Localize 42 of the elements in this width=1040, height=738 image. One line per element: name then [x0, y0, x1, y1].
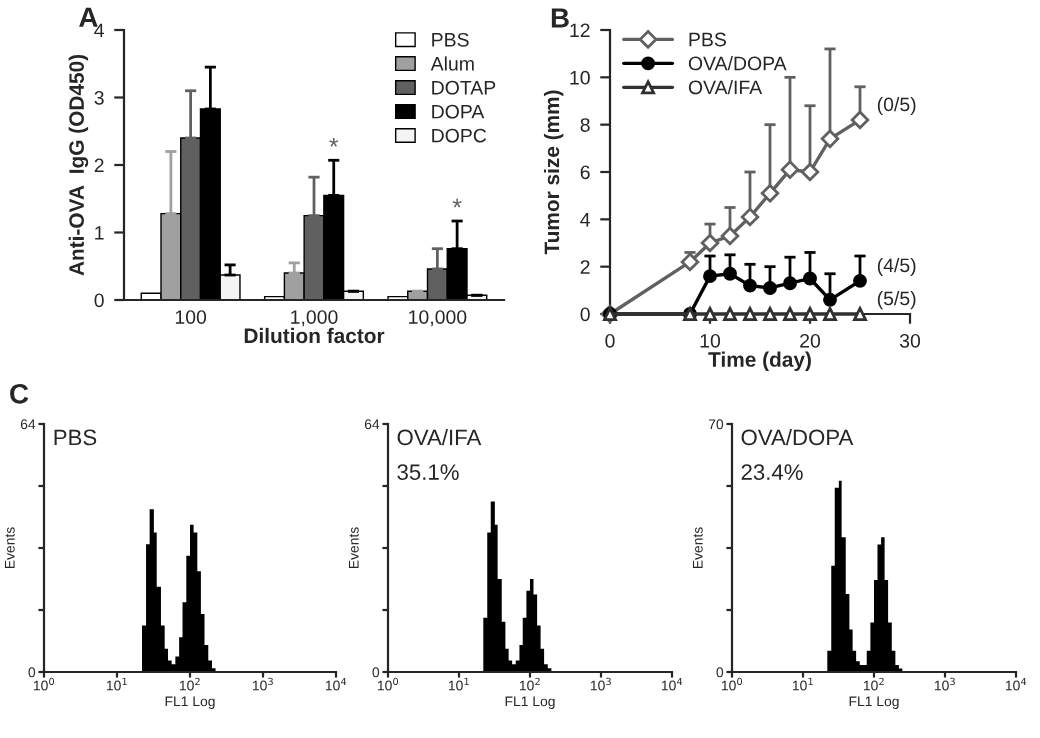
y-tick-label: 1: [95, 226, 104, 240]
y-tick-label: 3: [94, 90, 104, 105]
x-axis-title: Dilution factor: [244, 327, 385, 344]
y-tick-label: 0: [94, 293, 104, 308]
x-tick-label: 20: [800, 333, 821, 348]
legend-label: DOPC: [432, 128, 487, 143]
y-tick-label: 2: [580, 260, 590, 274]
x-tick-label: 1,000: [291, 310, 338, 327]
legend-label: Alum: [430, 56, 474, 71]
annotation: 23.4%: [741, 464, 803, 480]
chart-title: B: [551, 8, 569, 28]
x-axis-title: Time (day): [708, 351, 811, 371]
y-axis-title: Anti-OVA IgG (OD450): [68, 54, 89, 276]
legend-label: OVA/DOPA: [688, 56, 787, 71]
y-axis-title: Tumor size (mm): [543, 90, 564, 255]
legend-label: PBS: [689, 32, 726, 47]
chart-title: OVA/DOPA: [741, 428, 854, 446]
chart-title: OVA/IFA: [397, 428, 482, 446]
x-tick-label: 100: [175, 310, 207, 324]
annotation: *: [452, 198, 462, 208]
legend-label: DOPA: [432, 104, 485, 119]
text: C: [10, 383, 29, 404]
y-tick-label: 12: [570, 23, 590, 38]
y-tick-label: 4: [94, 23, 104, 38]
x-tick-label: 0: [605, 333, 615, 348]
annotation: 35.1%: [397, 464, 459, 480]
x-tick-label: 10,000: [409, 310, 467, 327]
chart-title: A: [79, 7, 98, 27]
annotation: *: [329, 137, 339, 147]
chart-title: PBS: [54, 429, 97, 446]
annotation: (5/5): [877, 291, 916, 310]
y-tick-label: 10: [570, 70, 590, 85]
legend-label: PBS: [432, 32, 469, 47]
y-tick-label: 6: [580, 165, 590, 180]
legend-label: DOTAP: [432, 80, 496, 95]
annotation: (4/5): [877, 257, 916, 277]
legend-label: OVA/IFA: [688, 80, 763, 95]
y-tick-label: 8: [580, 118, 590, 132]
y-tick-label: 2: [94, 158, 104, 173]
x-tick-label: 30: [899, 333, 921, 348]
annotation: (0/5): [877, 96, 916, 116]
y-tick-label: 4: [580, 213, 590, 227]
